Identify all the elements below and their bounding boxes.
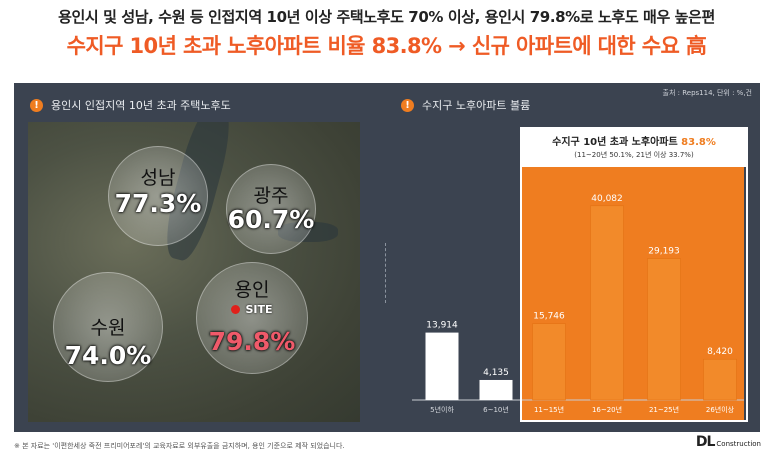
brand-logo: DL Construction (696, 434, 761, 450)
callout-sub: (11~20년 50.1%, 21년 이상 33.7%) (574, 151, 694, 159)
area-circle-yongin: 용인 SITE 79.8% (196, 262, 308, 374)
bar-26년이상 (703, 358, 737, 401)
area-value-seongnam: 77.3% (114, 189, 202, 218)
data-label: 29,193 (648, 247, 680, 257)
bar-21~25년 (647, 258, 681, 401)
data-label: 8,420 (707, 347, 733, 357)
data-label: 15,746 (533, 312, 565, 322)
site-label: SITE (245, 303, 273, 316)
x-tick-label: 21~25년 (649, 405, 679, 414)
callout-box: 수지구 10년 초과 노후아파트 83.8% (11~20년 50.1%, 21… (522, 128, 746, 167)
left-section-title-text: 용인시 인접지역 10년 초과 주택노후도 (51, 99, 231, 112)
data-label: 40,082 (591, 194, 623, 204)
left-section-title: ! 용인시 인접지역 10년 초과 주택노후도 (30, 97, 231, 113)
callout-title: 수지구 10년 초과 노후아파트 83.8% (522, 133, 746, 148)
source-note: 출처 : Reps114, 단위 : %,건 (662, 89, 752, 97)
brand-name: Construction (716, 440, 761, 448)
bar-5년이하 (425, 332, 459, 400)
content-panel: 출처 : Reps114, 단위 : %,건 ! 용인시 인접지역 10년 초과… (14, 83, 760, 432)
area-value-gwangju: 60.7% (227, 205, 315, 234)
area-name-seongnam: 성남 (140, 167, 176, 189)
alert-icon: ! (30, 98, 43, 112)
bar-6~10년 (479, 379, 513, 400)
bar-16~20년 (590, 205, 624, 401)
area-name-yongin: 용인 (234, 279, 270, 301)
right-section-title-text: 수지구 노후아파트 볼륨 (422, 99, 531, 112)
area-circle-gwangju: 광주 60.7% (226, 164, 316, 254)
brand-mark: DL (695, 434, 716, 450)
area-value-suwon: 74.0% (64, 341, 152, 370)
area-circle-suwon: 수원 74.0% (53, 272, 163, 382)
right-section-title: ! 수지구 노후아파트 볼륨 (401, 97, 530, 113)
callout-pct: 83.8% (681, 137, 716, 148)
bar-11~15년 (532, 323, 566, 401)
x-tick-label: 5년이하 (430, 405, 454, 414)
headline-line1: 용인시 및 성남, 수원 등 인접지역 10년 이상 주택노후도 70% 이상,… (58, 8, 715, 26)
footnote: ※ 본 자료는 '이편한세상 죽전 프리미어포레'의 교육자료로 외부유출을 금… (14, 442, 345, 450)
site-dot-icon (231, 305, 241, 314)
site-marker: SITE (197, 303, 307, 316)
x-tick-label: 26년이상 (706, 405, 735, 414)
data-label: 4,135 (483, 368, 509, 378)
area-circle-seongnam: 성남 77.3% (108, 146, 208, 246)
satellite-map: 성남 77.3% 광주 60.7% 수원 74.0% 용인 SITE 79.8% (28, 122, 360, 422)
area-name-suwon: 수원 (90, 317, 126, 339)
highlight-frame (520, 127, 748, 422)
x-tick-label: 6~10년 (483, 405, 509, 414)
area-name-gwangju: 광주 (253, 185, 289, 207)
alert-icon: ! (401, 98, 414, 112)
area-value-yongin: 79.8% (208, 327, 296, 356)
section-divider (385, 243, 386, 303)
x-tick-label: 16~20년 (592, 405, 622, 414)
callout-title-text: 수지구 10년 초과 노후아파트 (552, 137, 678, 148)
headline-line2: 수지구 10년 초과 노후아파트 비율 83.8% → 신규 아파트에 대한 수… (66, 34, 707, 58)
bar-chart: 13,914 5년이하 4,135 6~10년 15,746 11~15년 40,082 16… (412, 129, 744, 422)
x-tick-label: 11~15년 (534, 405, 564, 414)
data-label: 13,914 (426, 321, 458, 331)
